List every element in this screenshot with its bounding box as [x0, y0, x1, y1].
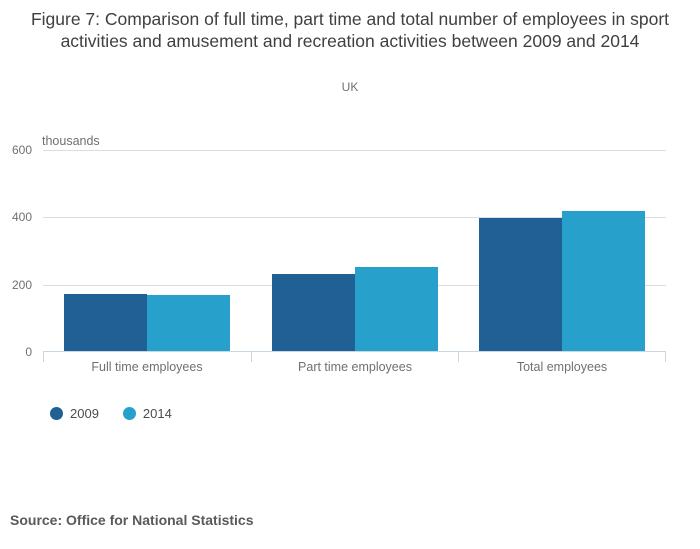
bar-2009-part-time-employees — [272, 274, 355, 351]
plot-area: 0 200 400 600 Full time employees Part time e… — [12, 143, 666, 374]
source-text: Source: Office for National Statistics — [10, 512, 254, 528]
legend-dot-icon — [50, 407, 63, 420]
y-tick-label-600: 600 — [11, 143, 32, 157]
bar-2014-full-time-employees — [147, 295, 230, 351]
y-tick-label-400: 400 — [11, 210, 32, 225]
bar-2009-full-time-employees — [64, 294, 147, 351]
y-tick-label-0: 0 — [25, 345, 32, 359]
x-category-label: Total employees — [516, 360, 608, 374]
x-axis-tick — [665, 352, 666, 362]
bar-2009-total-employees — [479, 217, 562, 351]
legend-dot-icon — [122, 407, 136, 420]
legend-label-2014: 2014 — [142, 406, 172, 421]
bar-2014-total-employees — [562, 211, 645, 351]
legend-label-2009: 2009 — [70, 406, 99, 421]
x-axis-tick — [458, 352, 459, 362]
bar-2014-part-time-employees — [355, 266, 438, 351]
gridline-600 — [43, 150, 666, 151]
legend-item-2009: 2009 — [50, 406, 99, 421]
x-axis-tick — [251, 352, 252, 362]
y-axis-units-label: thousands — [42, 134, 100, 148]
gridline-400 — [43, 217, 666, 219]
x-category-label: Full time employees — [91, 360, 203, 374]
legend: 2009 2014 — [50, 406, 172, 421]
legend-item-2014: 2014 — [122, 406, 172, 421]
x-category-label: Part time employees — [298, 360, 412, 374]
x-axis-tick — [43, 352, 44, 362]
chart-title: Figure 7: Comparison of full time, part … — [30, 9, 670, 51]
chart-subtitle: UK — [341, 80, 359, 94]
y-tick-label-200: 200 — [11, 277, 32, 292]
